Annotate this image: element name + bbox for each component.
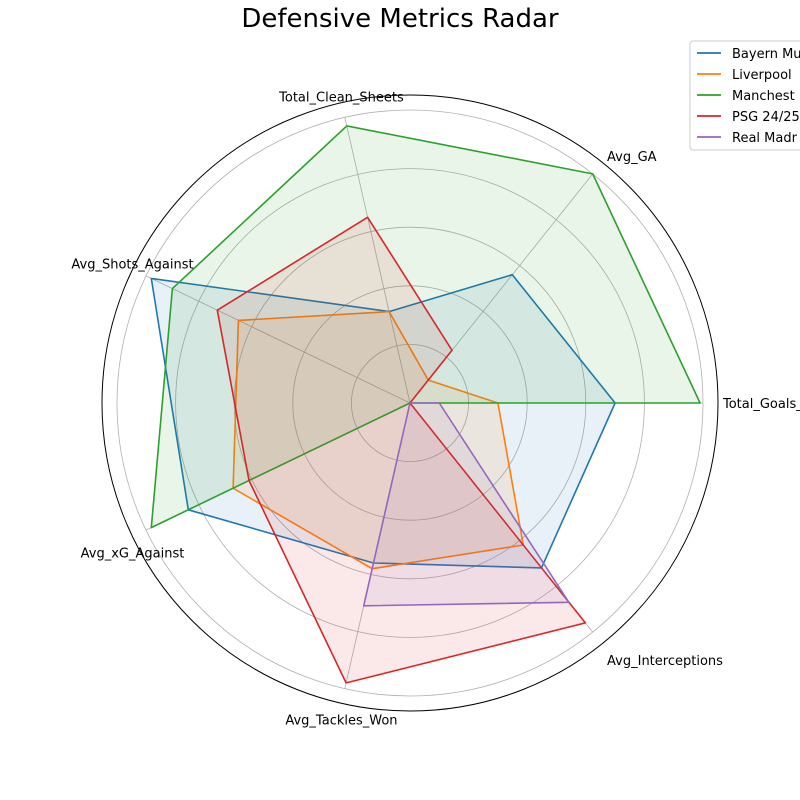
legend-frame — [689, 40, 800, 151]
chart-title: Defensive Metrics Radar — [241, 4, 559, 34]
axis-label: Avg_Shots_Against — [71, 257, 193, 272]
legend-label-0: Bayern Mu — [732, 47, 800, 62]
axis-labels: Total_Goals_Against Avg_GA Total_Clean_She… — [71, 91, 800, 729]
series-area-4 — [363, 403, 569, 606]
series-line-4 — [362, 402, 570, 607]
axis-label: Avg_GA — [607, 150, 657, 165]
radar-series — [150, 125, 701, 684]
legend-label-3: PSG 24/25 — [732, 110, 800, 125]
axis-label: Total_Goals_Against — [722, 397, 800, 412]
legend: Bayern Mu Liverpool Manchest PSG 24/25 Real … — [689, 40, 800, 151]
axis-label: Avg_Interceptions — [607, 654, 723, 669]
series-line-3 — [216, 216, 587, 684]
series-line-1 — [232, 310, 525, 570]
legend-label-1: Liverpool — [732, 68, 792, 83]
legend-label-2: Manchest — [732, 89, 795, 104]
outer-frame — [101, 94, 719, 712]
spoke-line — [344, 117, 411, 404]
axis-label: Avg_xG_Against — [81, 547, 185, 562]
axis-label: Avg_Tackles_Won — [285, 713, 397, 728]
series-line-0 — [150, 273, 616, 569]
axis-label: Total_Clean_Sheets — [278, 91, 404, 106]
series-area-2 — [151, 125, 701, 528]
series-area-1 — [233, 311, 524, 569]
series-area-3 — [217, 217, 586, 683]
legend-label-4: Real Madr — [732, 131, 798, 146]
spoke-line — [145, 275, 411, 404]
